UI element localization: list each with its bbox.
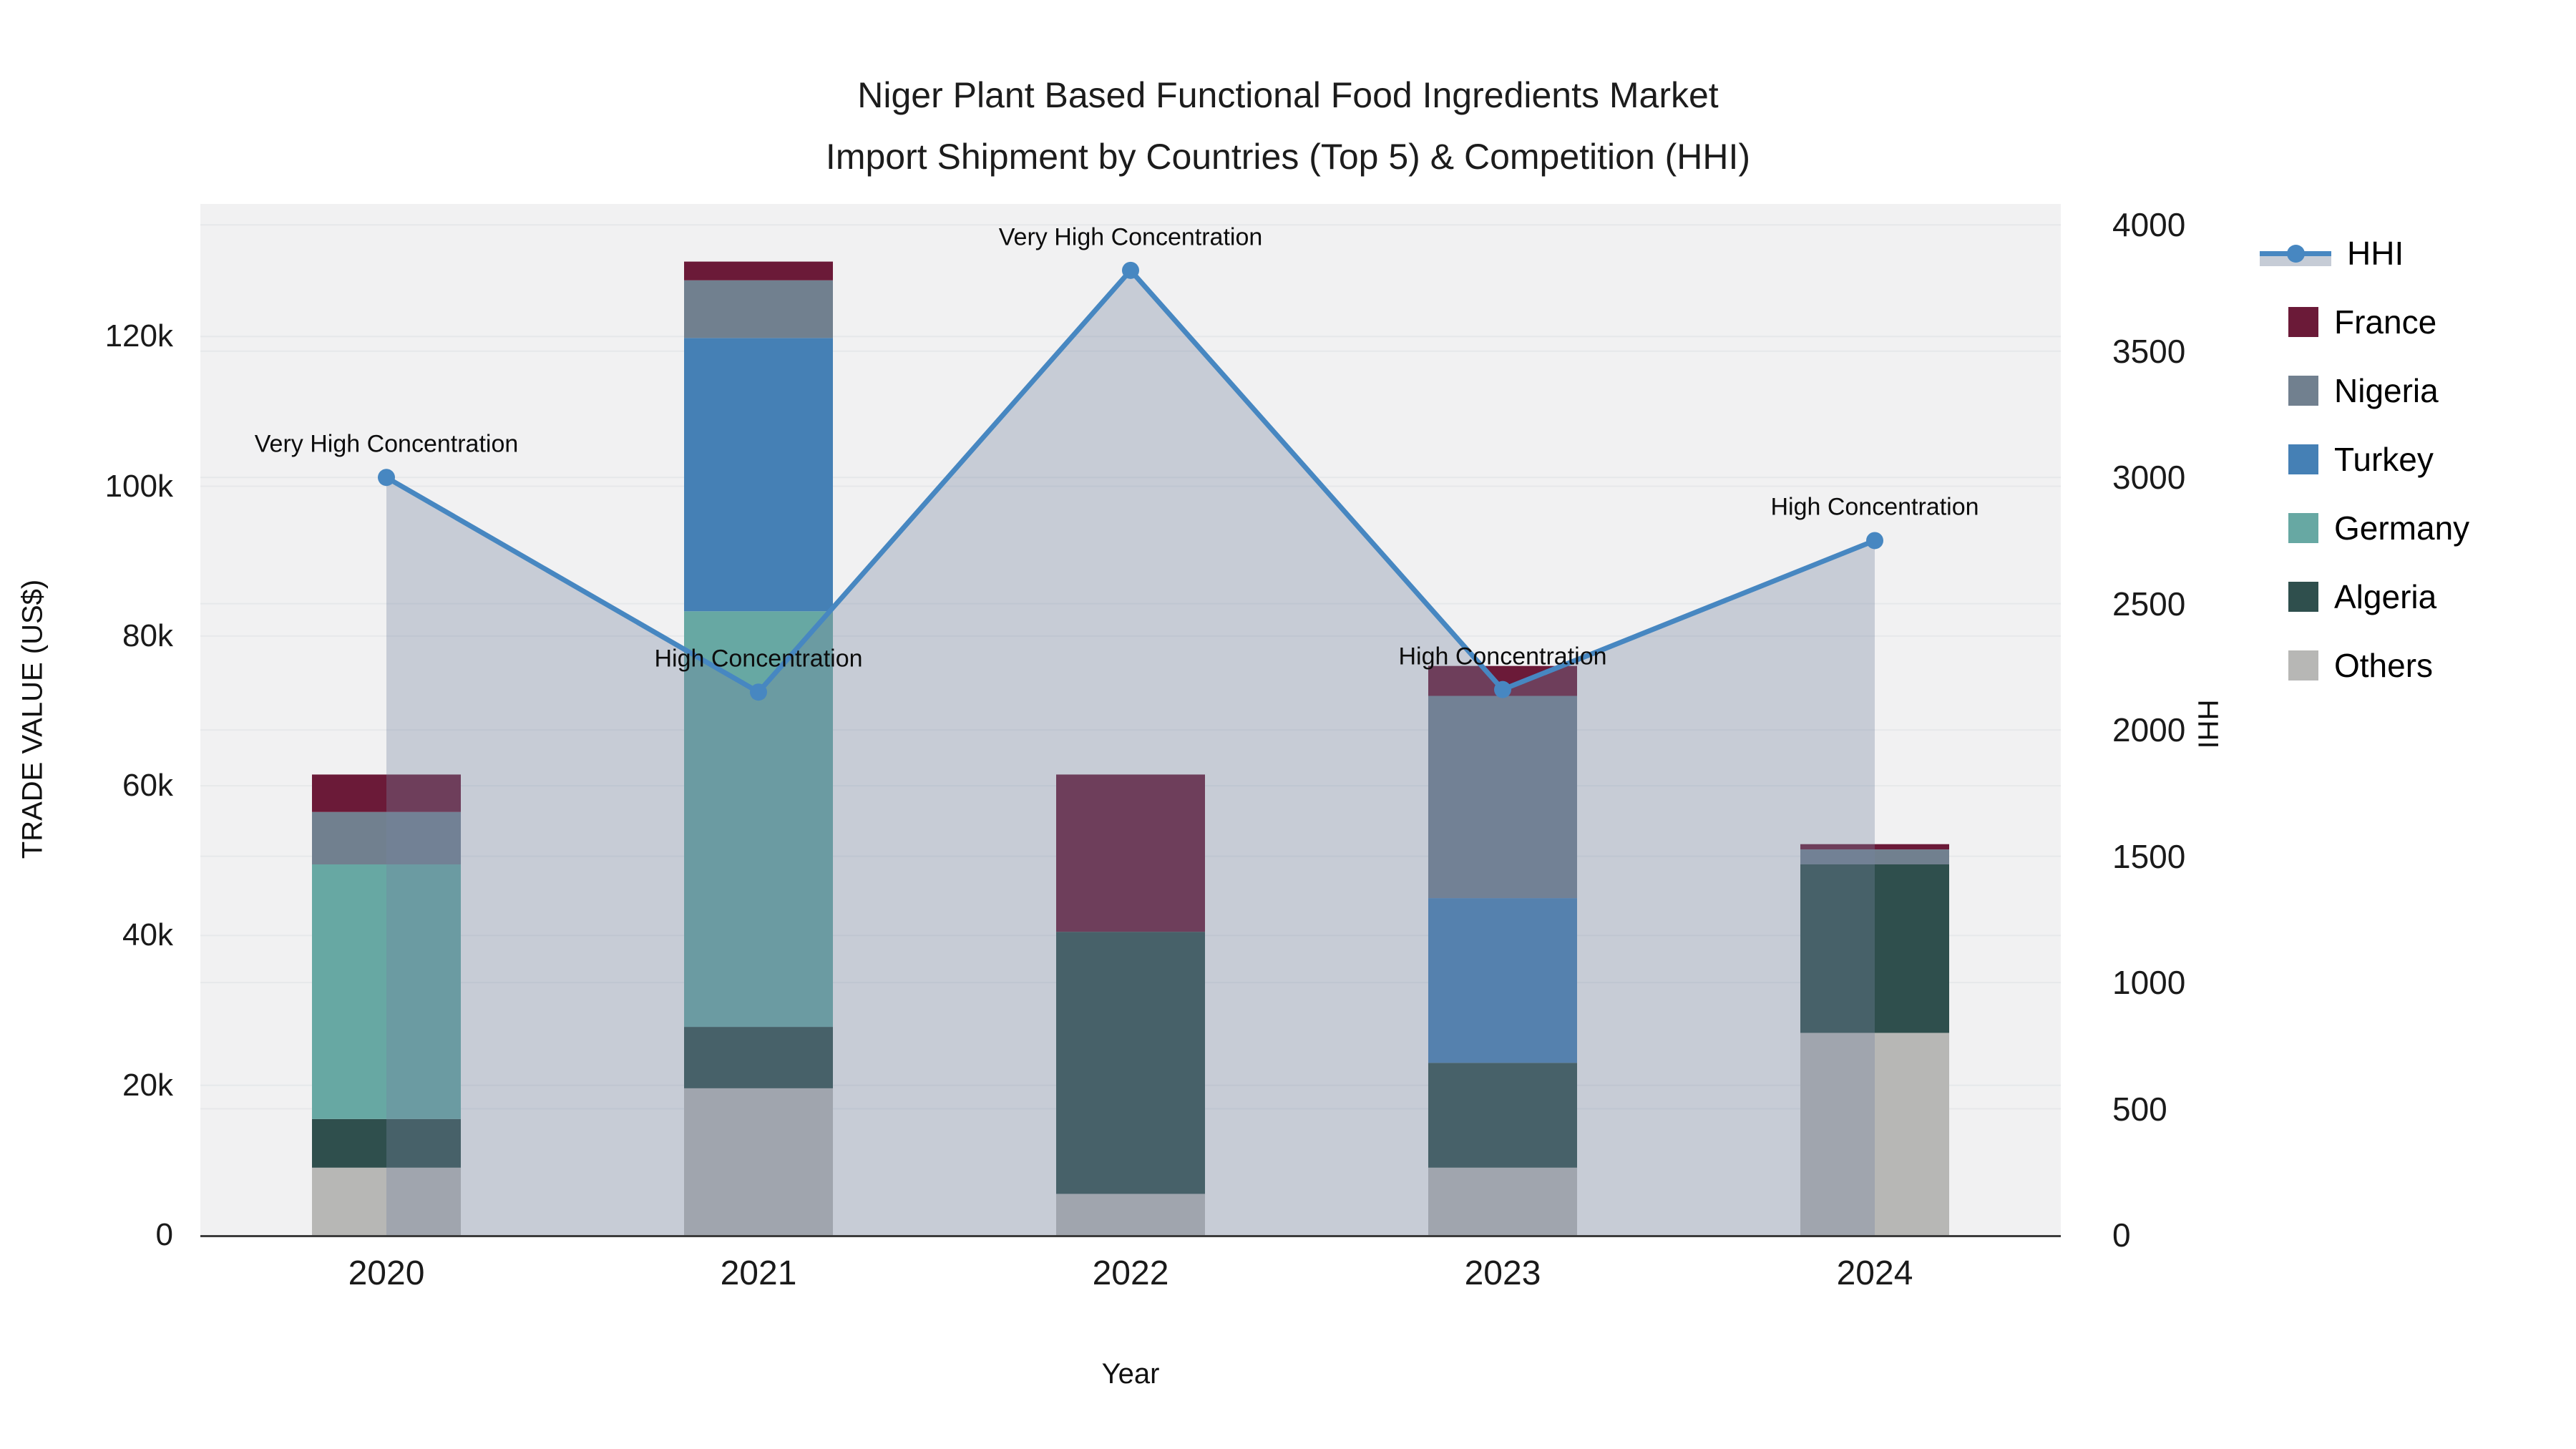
y-left-tick-100k: 100k [104,468,173,504]
bar-segment-nigeria-2021 [684,280,833,338]
y-right-tick-2000: 2000 [2112,711,2186,749]
y-left-tick-40k: 40k [122,917,173,953]
x-tick-2021: 2021 [720,1254,797,1292]
y-right-tick-1000: 1000 [2112,964,2186,1002]
legend-item-france[interactable]: France [2260,288,2436,356]
y-right-tick-1500: 1500 [2112,837,2186,875]
bar-segment-algeria-2020 [312,1118,461,1168]
y-left-tick-120k: 120k [104,318,173,354]
bar-segment-algeria-2023 [1428,1063,1577,1168]
y-left-tick-20k: 20k [122,1067,173,1103]
legend-label-france: France [2334,303,2437,341]
chart-title-line2: Import Shipment by Countries (Top 5) & C… [825,137,1751,177]
bar-segment-others-2024 [1800,1033,1949,1235]
bar-segment-nigeria-2024 [1800,849,1949,864]
bar-segment-others-2021 [684,1088,833,1235]
y-right-tick-4000: 4000 [2112,206,2186,244]
x-tick-2022: 2022 [1092,1254,1169,1292]
annotation-2024: High Concentration [1770,493,1979,521]
x-tick-2023: 2023 [1464,1254,1541,1292]
hhi-marker-2022 [1122,261,1139,279]
bar-segment-france-2024 [1800,844,1949,850]
y-right-tick-2500: 2500 [2112,585,2186,623]
chart-title-line1: Niger Plant Based Functional Food Ingred… [857,75,1719,115]
x-tick-2020: 2020 [348,1254,425,1292]
legend-item-germany[interactable]: Germany [2260,494,2469,562]
bar-segment-germany-2020 [312,864,461,1119]
bar-segment-germany-2021 [684,611,833,1028]
legend-label-algeria: Algeria [2334,578,2437,615]
bar-segment-others-2022 [1056,1194,1205,1235]
legend-swatch-turkey [2288,444,2318,474]
hhi-marker-2021 [750,683,767,701]
bar-segment-algeria-2022 [1056,932,1205,1194]
legend-item-turkey[interactable]: Turkey [2260,425,2434,494]
hhi-line-legend-icon [2260,238,2331,268]
bar-segment-algeria-2021 [684,1027,833,1088]
legend-label-others: Others [2334,647,2434,684]
x-axis-line [200,1235,2061,1237]
legend-swatch-germany [2288,513,2318,543]
legend-label-germany: Germany [2334,509,2470,547]
legend-swatch-others [2288,650,2318,680]
annotation-2022: Very High Concentration [998,223,1263,251]
legend-label-hhi: HHI [2347,235,2404,272]
hhi-marker-legend-dot [2287,245,2305,263]
y-left-tick-80k: 80k [122,618,173,653]
x-tick-2024: 2024 [1836,1254,1913,1292]
y-right-axis-title: HHI [2192,699,2224,749]
legend-item-algeria[interactable]: Algeria [2260,562,2436,631]
y-right-tick-3500: 3500 [2112,332,2186,370]
legend-swatch-nigeria [2288,376,2318,406]
annotation-2020: Very High Concentration [254,430,519,458]
bar-segment-nigeria-2023 [1428,696,1577,899]
legend-swatch-france [2288,307,2318,337]
y-left-tick-60k: 60k [122,768,173,804]
hhi-area-fill [386,270,1875,1235]
y-left-tick-0: 0 [155,1217,173,1252]
annotation-2021: High Concentration [654,645,863,673]
bar-segment-france-2022 [1056,774,1205,932]
y-right-tick-3000: 3000 [2112,459,2186,497]
bar-segment-france-2021 [684,261,833,280]
bar-segment-algeria-2024 [1800,864,1949,1033]
legend-item-hhi[interactable]: HHI [2260,219,2404,288]
legend-swatch-algeria [2288,582,2318,612]
annotation-2023: High Concentration [1398,643,1607,670]
hhi-marker-2020 [378,469,395,487]
legend-item-others[interactable]: Others [2260,631,2433,700]
y-right-tick-500: 500 [2112,1090,2167,1128]
bar-segment-others-2023 [1428,1167,1577,1235]
legend-label-turkey: Turkey [2334,441,2434,478]
y-left-axis-title: TRADE VALUE (US$) [16,579,49,859]
y-right-tick-0: 0 [2112,1216,2131,1254]
bar-segment-nigeria-2020 [312,811,461,864]
legend-label-nigeria: Nigeria [2334,372,2439,409]
hhi-marker-2023 [1494,680,1511,698]
hhi-marker-2024 [1866,532,1883,550]
bar-segment-turkey-2023 [1428,898,1577,1063]
legend-item-nigeria[interactable]: Nigeria [2260,356,2439,425]
chart-plot [200,224,2061,1235]
bar-segment-turkey-2021 [684,338,833,612]
bar-segment-others-2020 [312,1167,461,1235]
x-axis-title: Year [1101,1358,1160,1390]
bar-segment-france-2020 [312,774,461,812]
